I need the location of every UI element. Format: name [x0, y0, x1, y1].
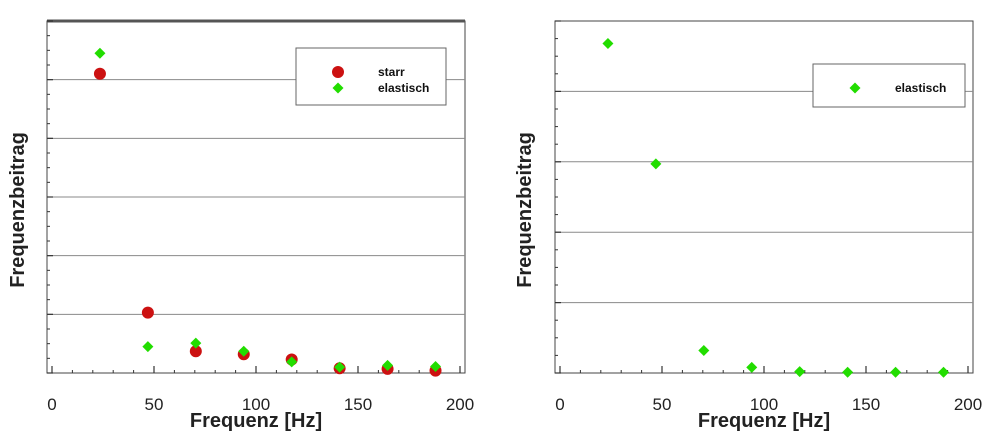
- point-elastisch-4: [794, 366, 806, 378]
- x-tick-label: 100: [750, 395, 778, 414]
- x-axis-title-left: Frequenz [Hz]: [190, 410, 322, 432]
- point-elastisch-2: [190, 337, 202, 349]
- x-ticks-left: 0 50 100 150 200: [47, 366, 474, 414]
- point-elastisch-6: [382, 359, 394, 371]
- y-ticks-right: [555, 20, 561, 374]
- legend-marker-elastisch-right: [849, 82, 861, 94]
- legend-label-elastisch-right: elastisch: [895, 81, 946, 95]
- legend-right: elastisch: [812, 63, 966, 108]
- point-starr-1: [141, 306, 154, 319]
- legend-label-elastisch: elastisch: [378, 81, 429, 95]
- legend-box-right: [812, 63, 966, 108]
- markers-right: [602, 38, 950, 378]
- grid-right: [555, 90, 973, 304]
- point-elastisch-0: [602, 38, 614, 50]
- x-tick-label: 50: [653, 395, 672, 414]
- point-elastisch-0: [94, 47, 106, 59]
- point-elastisch-1: [142, 341, 154, 353]
- x-tick-label: 200: [954, 395, 982, 414]
- chart-left: 0 50 100 150 200 starr elastisch Frequenz [H…: [7, 19, 474, 432]
- point-elastisch-5: [334, 361, 346, 373]
- x-axis-title-right: Frequenz [Hz]: [698, 410, 830, 432]
- point-elastisch-2: [698, 344, 710, 356]
- point-elastisch-4: [286, 356, 298, 368]
- point-elastisch-3: [238, 345, 250, 357]
- y-axis-title-left: Frequenzbeitrag: [7, 132, 29, 288]
- chart-right: 0 50 100 150 200 elastisch Frequenz [Hz] Fre…: [514, 20, 982, 432]
- point-elastisch-6: [890, 366, 902, 378]
- point-elastisch-5: [842, 366, 854, 378]
- markers-left: [93, 47, 442, 377]
- x-tick-label: 200: [446, 395, 474, 414]
- legend-marker-starr: [332, 66, 344, 78]
- x-tick-label: 50: [145, 395, 164, 414]
- x-tick-label: 0: [555, 395, 564, 414]
- point-elastisch-7: [430, 361, 442, 373]
- legend-box-left: [295, 47, 447, 106]
- point-starr-2: [189, 345, 202, 358]
- x-tick-label: 150: [344, 395, 372, 414]
- legend-marker-elastisch: [332, 82, 344, 94]
- x-tick-label: 150: [852, 395, 880, 414]
- x-tick-label: 100: [242, 395, 270, 414]
- legend-label-starr: starr: [378, 65, 405, 79]
- point-elastisch-1: [650, 158, 662, 170]
- point-elastisch-3: [746, 361, 758, 373]
- x-tick-label: 0: [47, 395, 56, 414]
- y-axis-title-right: Frequenzbeitrag: [514, 132, 536, 288]
- point-elastisch-7: [938, 366, 950, 378]
- legend-left: starr elastisch: [295, 47, 447, 106]
- point-starr-0: [93, 67, 106, 80]
